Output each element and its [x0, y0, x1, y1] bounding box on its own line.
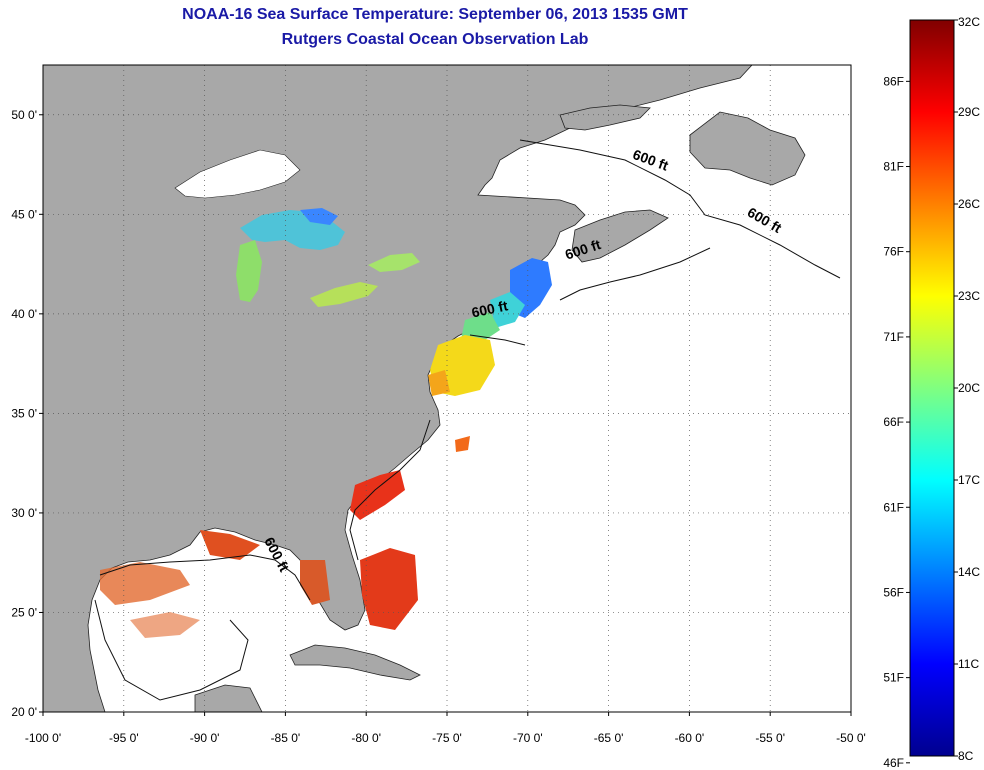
x-tick-label: -65 0': [594, 731, 624, 745]
x-tick-label: -75 0': [432, 731, 462, 745]
colorbar-label-f: 81F: [883, 160, 904, 174]
x-tick-label: -95 0': [109, 731, 139, 745]
land-north-coast: [559, 104, 651, 131]
colorbar-label-f: 66F: [883, 415, 904, 429]
colorbar-label-c: 23C: [958, 289, 980, 303]
colorbar-label-c: 17C: [958, 473, 980, 487]
colorbar-label-c: 20C: [958, 381, 980, 395]
x-tick-label: -55 0': [755, 731, 785, 745]
colorbar-label-f: 86F: [883, 74, 904, 88]
x-tick-label: -70 0': [513, 731, 543, 745]
land-north-america: [43, 65, 753, 712]
y-tick-label: 50 0': [11, 108, 37, 122]
map-subtitle: Rutgers Coastal Ocean Observation Lab: [281, 31, 589, 48]
y-tick-label: 25 0': [11, 605, 37, 619]
y-tick-label: 35 0': [11, 406, 37, 420]
colorbar-label-c: 26C: [958, 197, 980, 211]
longitude-axis: -100 0' -95 0' -90 0' -85 0' -80 0' -75 0' -70…: [25, 712, 866, 745]
lake-superior: [174, 149, 301, 199]
latitude-axis: 20 0' 25 0' 30 0' 35 0' 40 0' 45 0' 50 0': [11, 108, 43, 719]
land-yucatan: [194, 684, 263, 712]
land-newfoundland: [689, 111, 806, 186]
y-tick-label: 30 0': [11, 506, 37, 520]
colorbar-label-c: 32C: [958, 15, 980, 29]
isobath-600ft: [94, 139, 841, 701]
sst-northeast-coast: [428, 258, 552, 452]
colorbar-label-c: 14C: [958, 565, 980, 579]
x-tick-label: -90 0': [190, 731, 220, 745]
colorbar-label-f: 56F: [883, 585, 904, 599]
x-tick-label: -80 0': [351, 731, 381, 745]
land-nova-scotia: [571, 209, 669, 263]
x-tick-label: -60 0': [675, 731, 705, 745]
y-tick-label: 40 0': [11, 307, 37, 321]
sst-great-lakes: [236, 208, 420, 307]
sst-southeast: [100, 470, 418, 638]
colorbar-label-f: 76F: [883, 245, 904, 259]
isobath-label: 600 ft: [470, 297, 509, 320]
colorbar-label-f: 61F: [883, 500, 904, 514]
colorbar-label-c: 29C: [958, 105, 980, 119]
x-tick-label: -100 0': [25, 731, 61, 745]
x-tick-label: -50 0': [836, 731, 866, 745]
land-cuba: [289, 644, 421, 681]
y-tick-label: 45 0': [11, 207, 37, 221]
y-tick-label: 20 0': [11, 705, 37, 719]
colorbar-celsius-labels: 32C 29C 26C 23C 20C 17C 14C 11C 8C: [954, 15, 980, 763]
colorbar-label-f: 51F: [883, 671, 904, 685]
colorbar-label-c: 8C: [958, 749, 974, 763]
colorbar-label-c: 11C: [958, 657, 979, 671]
map-title: NOAA-16 Sea Surface Temperature: Septemb…: [182, 6, 688, 23]
colorbar-fahrenheit-labels: 86F 81F 76F 71F 66F 61F 56F 51F 46F: [883, 74, 910, 770]
colorbar: [909, 19, 955, 757]
colorbar-label-f: 71F: [883, 330, 904, 344]
colorbar-label-f: 46F: [883, 756, 904, 770]
x-tick-label: -85 0': [271, 731, 301, 745]
